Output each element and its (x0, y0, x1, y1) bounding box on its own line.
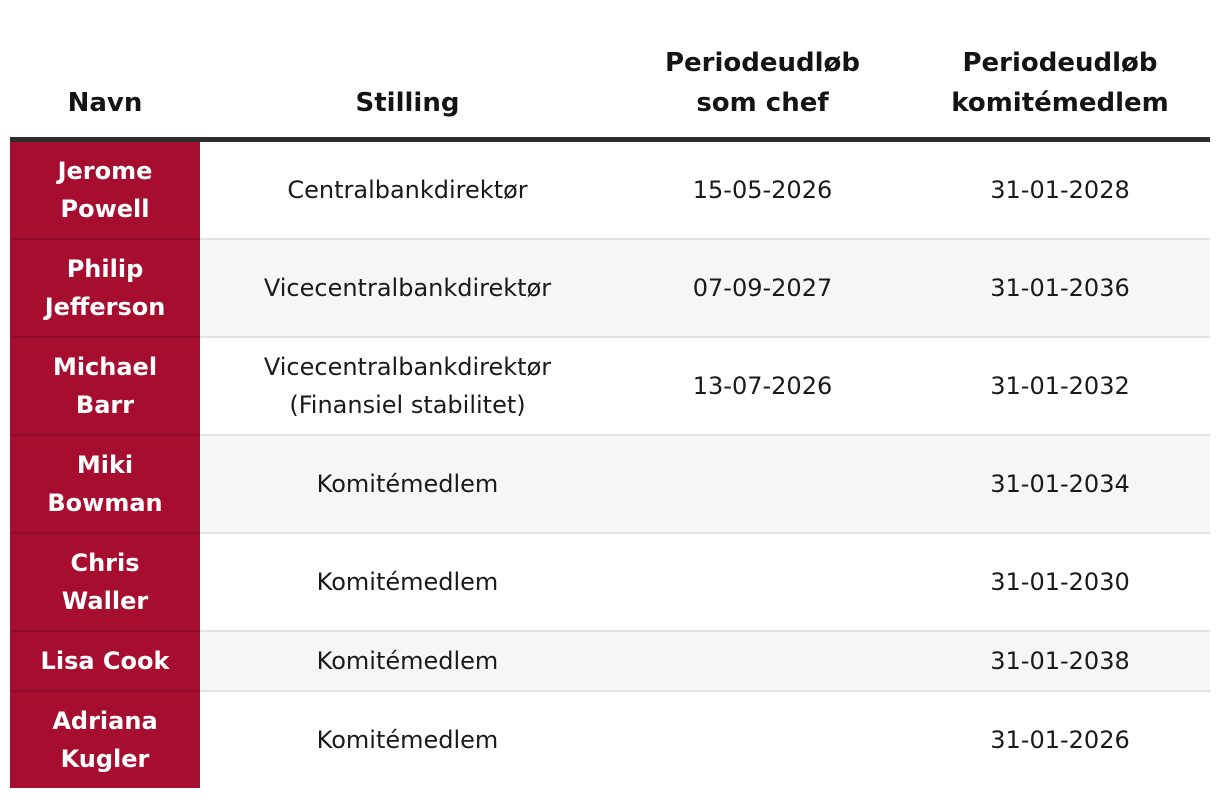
member-term-cell: 31-01-2030 (910, 532, 1210, 630)
member-term-cell: 31-01-2026 (910, 690, 1210, 788)
name-cell: Lisa Cook (10, 630, 200, 690)
table-row: Michael Barr Vicecentralbankdirektør (Fi… (10, 336, 1210, 434)
name-cell: Chris Waller (10, 532, 200, 630)
name-cell: Miki Bowman (10, 434, 200, 532)
name-cell: Adriana Kugler (10, 690, 200, 788)
table-row: Jerome Powell Centralbankdirektør 15-05-… (10, 142, 1210, 238)
chief-term-cell: 15-05-2026 (615, 142, 910, 238)
chief-term-cell (615, 630, 910, 690)
column-header-chief-term: Periodeudløb som chef (664, 48, 861, 118)
table-row: Philip Jefferson Vicecentralbankdirektør… (10, 238, 1210, 336)
position-cell: Komitémedlem (200, 434, 615, 532)
chief-term-cell: 07-09-2027 (615, 238, 910, 336)
table-row: Adriana Kugler Komitémedlem 31-01-2026 (10, 690, 1210, 788)
table-header-row: Navn Stilling Periodeudløb som chef Peri… (10, 0, 1210, 142)
position-cell: Komitémedlem (200, 532, 615, 630)
member-term-cell: 31-01-2038 (910, 630, 1210, 690)
term-table: Navn Stilling Periodeudløb som chef Peri… (10, 0, 1210, 788)
position-cell: Centralbankdirektør (200, 142, 615, 238)
name-cell: Jerome Powell (10, 142, 200, 238)
name-cell: Philip Jefferson (10, 238, 200, 336)
column-header-member-term: Periodeudløb komitémedlem (951, 48, 1169, 118)
chief-term-cell (615, 434, 910, 532)
member-term-cell: 31-01-2028 (910, 142, 1210, 238)
position-cell: Komitémedlem (200, 690, 615, 788)
column-header-navn: Navn (67, 88, 143, 118)
table-row: Miki Bowman Komitémedlem 31-01-2034 (10, 434, 1210, 532)
position-cell: Vicecentralbankdirektør (200, 238, 615, 336)
chief-term-cell (615, 690, 910, 788)
position-cell: Komitémedlem (200, 630, 615, 690)
member-term-cell: 31-01-2034 (910, 434, 1210, 532)
name-cell: Michael Barr (10, 336, 200, 434)
position-cell: Vicecentralbankdirektør (Finansiel stabi… (200, 336, 615, 434)
table-row: Chris Waller Komitémedlem 31-01-2030 (10, 532, 1210, 630)
table-row: Lisa Cook Komitémedlem 31-01-2038 (10, 630, 1210, 690)
member-term-cell: 31-01-2036 (910, 238, 1210, 336)
chief-term-cell (615, 532, 910, 630)
chief-term-cell: 13-07-2026 (615, 336, 910, 434)
column-header-stilling: Stilling (355, 88, 460, 118)
member-term-cell: 31-01-2032 (910, 336, 1210, 434)
